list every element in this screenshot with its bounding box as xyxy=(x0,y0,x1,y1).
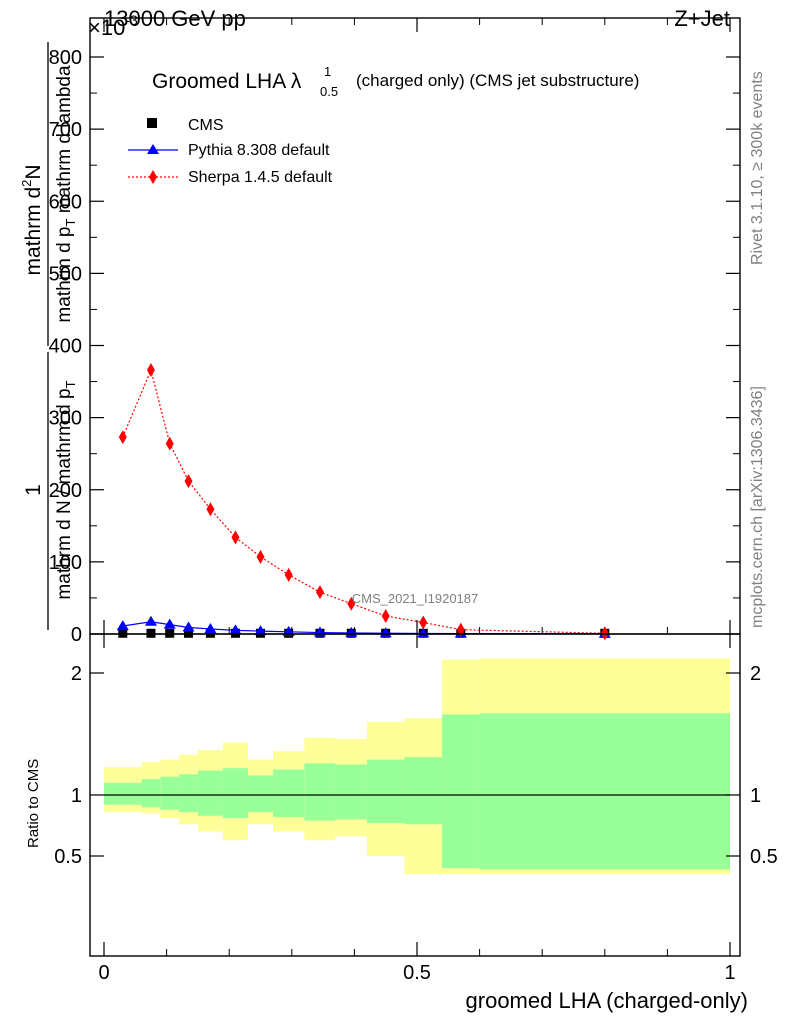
main-y-tick-label: 300 xyxy=(49,408,82,430)
mcplots-credit: mcplots.cern.ch [arXiv:1306.3436] xyxy=(749,386,766,628)
legend-cms-label: CMS xyxy=(188,117,224,134)
ratio-x-tick-label: 0.5 xyxy=(403,962,431,984)
ratio-y-tick-label-right: 2 xyxy=(750,663,761,685)
analysis-watermark: CMS_2021_I1920187 xyxy=(352,591,479,606)
ratio-inner-band xyxy=(222,768,248,819)
ratio-y-label: Ratio to CMS xyxy=(25,759,42,848)
legend-sherpa-marker xyxy=(149,170,157,184)
ratio-x-tick-label: 0 xyxy=(98,962,109,984)
ratio-inner-band xyxy=(247,775,274,813)
sherpa-point xyxy=(284,567,293,582)
rivet-version: Rivet 3.1.10, ≥ 300k events xyxy=(749,71,766,265)
ratio-frame xyxy=(89,633,741,957)
sherpa-point xyxy=(456,622,465,637)
sherpa-point xyxy=(600,626,609,641)
pythia-point xyxy=(229,624,242,635)
ratio-inner-band xyxy=(197,770,223,816)
sherpa-point xyxy=(165,436,174,451)
y-label-denominator: mathrm d pT mathrm d lambda xyxy=(54,65,78,323)
ratio-inner-band xyxy=(273,769,305,817)
main-y-label: 1 mathrm d N / mathrm d pT mathrm d2N ma… xyxy=(19,42,78,630)
pythia-point xyxy=(116,620,129,631)
sherpa-point xyxy=(146,363,155,378)
pythia-point xyxy=(417,627,430,638)
ratio-ticks: 0.5 0.5 1 1 2 2 0 0.5 1 xyxy=(54,634,778,984)
main-y-tick-label: 800 xyxy=(49,47,82,69)
pythia-point xyxy=(379,627,392,638)
legend-sherpa-label: Sherpa 1.4.5 default xyxy=(188,169,333,186)
pythia-point xyxy=(204,622,217,633)
main-title-sub: 0.5 xyxy=(320,84,338,99)
cms-point xyxy=(118,628,128,638)
header-exponent: ×10-3 xyxy=(88,12,138,40)
cms-point xyxy=(165,628,175,638)
cms-point xyxy=(146,628,156,638)
main-title-super: 1 xyxy=(324,64,331,79)
main-y-tick-label: 200 xyxy=(49,480,82,502)
sherpa-point xyxy=(231,530,240,545)
sherpa-line xyxy=(122,368,605,634)
pythia-line xyxy=(122,621,605,635)
main-panel: 0 100 200 300 400 500 600 700 800 CMS_2021_I1920… xyxy=(19,17,741,646)
main-y-tick-label: 500 xyxy=(49,263,82,285)
ratio-inner-band xyxy=(442,714,480,869)
ratio-inner-band xyxy=(366,759,405,824)
pythia-point xyxy=(163,618,176,629)
ratio-inner-band xyxy=(179,774,198,813)
ratio-y-tick-label: 0.5 xyxy=(54,846,82,868)
main-y-tick-label: 400 xyxy=(49,336,82,358)
legend-cms-marker xyxy=(147,118,157,128)
sherpa-point xyxy=(315,585,324,600)
ratio-inner-band xyxy=(104,782,142,805)
sherpa-point xyxy=(381,608,390,623)
ratio-y-tick-label: 2 xyxy=(71,663,82,685)
ratio-x-tick-label: 1 xyxy=(724,962,735,984)
sherpa-point xyxy=(347,596,356,611)
ratio-inner-band xyxy=(141,779,161,808)
sherpa-point xyxy=(256,549,265,564)
legend-pythia-marker xyxy=(147,144,159,154)
pythia-point xyxy=(254,625,267,636)
y-label-prefix-top: 1 xyxy=(22,484,45,496)
legend-pythia-label: Pythia 8.308 default xyxy=(188,142,330,159)
sherpa-point xyxy=(118,430,127,445)
sherpa-point xyxy=(419,615,428,630)
cms-point xyxy=(205,628,215,638)
main-title-suffix: (charged only) (CMS jet substructure) xyxy=(356,71,639,90)
main-frame xyxy=(89,17,741,635)
ratio-panel: 0.5 0.5 1 1 2 2 0 0.5 1 Ratio to CMS groomed LHA… xyxy=(25,633,778,1013)
pythia-point xyxy=(144,615,157,626)
main-y-tick-label: 100 xyxy=(49,552,82,574)
ratio-y-tick-label-right: 0.5 xyxy=(750,846,778,868)
cms-point xyxy=(184,628,194,638)
ratio-y-tick-label-right: 1 xyxy=(750,785,761,807)
pythia-point xyxy=(182,621,195,632)
sherpa-point xyxy=(206,502,215,517)
ratio-inner-band xyxy=(479,713,730,870)
ratio-inner-band xyxy=(335,764,367,820)
ratio-inner-band xyxy=(160,776,180,810)
main-y-tick-label: 600 xyxy=(49,191,82,213)
x-axis-label: groomed LHA (charged-only) xyxy=(466,988,748,1013)
ratio-y-tick-label: 1 xyxy=(71,785,82,807)
ratio-inner-band xyxy=(404,757,443,825)
ratio-bands xyxy=(104,658,730,875)
main-y-ticks: 0 100 200 300 400 500 600 700 800 xyxy=(49,18,740,646)
main-y-tick-label: 700 xyxy=(49,119,82,141)
y-label-prefix-bottom: mathrm d N / mathrm d pT xyxy=(54,380,78,599)
sherpa-point xyxy=(184,474,193,489)
y-label-numerator: mathrm d2N xyxy=(19,164,45,275)
ratio-inner-band xyxy=(304,763,336,821)
legend: CMS Pythia 8.308 default Sherpa 1.4.5 de… xyxy=(128,117,333,186)
main-title: Groomed LHA λ xyxy=(152,70,302,93)
main-y-tick-label: 0 xyxy=(71,624,82,646)
